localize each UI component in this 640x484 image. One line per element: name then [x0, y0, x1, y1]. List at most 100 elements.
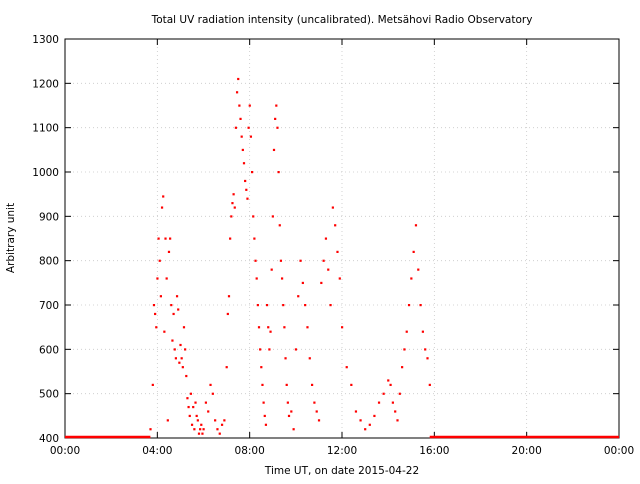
data-point [350, 383, 353, 386]
data-point [271, 215, 274, 218]
data-point [188, 414, 191, 418]
data-point [179, 343, 182, 347]
data-point [250, 171, 254, 174]
y-tick-label: 1300 [32, 34, 59, 46]
data-point [154, 312, 157, 316]
data-point [403, 348, 406, 351]
data-point [231, 202, 234, 205]
data-point [320, 281, 323, 285]
data-point [175, 295, 179, 298]
data-point [230, 215, 233, 218]
data-point [414, 224, 418, 227]
data-point [292, 428, 295, 431]
data-point [254, 259, 257, 262]
data-point [297, 295, 300, 298]
data-point [244, 179, 247, 183]
data-point [336, 250, 339, 253]
data-point [359, 419, 362, 422]
data-point [200, 423, 203, 426]
data-point [257, 326, 261, 329]
data-point [248, 104, 251, 107]
data-point [382, 392, 385, 395]
data-point [285, 383, 288, 386]
y-tick-label: 400 [39, 433, 59, 445]
data-point [394, 410, 397, 413]
data-point [267, 326, 270, 329]
x-tick-label: 16:00 [419, 445, 449, 457]
data-point [235, 91, 239, 94]
data-point [214, 419, 217, 422]
data-point [334, 224, 337, 227]
data-point [159, 295, 162, 298]
data-point [160, 206, 164, 209]
y-tick-label: 1200 [32, 78, 59, 90]
data-point [270, 268, 273, 271]
data-point [268, 348, 271, 351]
data-point [368, 423, 371, 426]
data-point [234, 126, 238, 129]
data-point [152, 304, 156, 307]
data-point [207, 410, 210, 413]
data-point [170, 304, 173, 307]
data-point [155, 326, 158, 329]
data-point [282, 304, 285, 307]
data-point [195, 414, 198, 418]
data-point [377, 401, 381, 404]
data-point [192, 405, 195, 409]
data-point [264, 423, 268, 426]
data-point [173, 348, 176, 351]
data-point [310, 383, 314, 386]
data-point [278, 224, 281, 227]
data-point [185, 374, 188, 378]
data-point [239, 117, 242, 120]
data-point [171, 339, 174, 342]
data-point [317, 419, 321, 422]
data-point [396, 419, 399, 422]
data-point [181, 366, 184, 369]
data-point [373, 414, 376, 418]
data-point [157, 237, 160, 240]
x-tick-label: 00:00 [604, 445, 634, 457]
y-axis-label: Arbitrary unit [5, 203, 17, 273]
data-point [229, 237, 232, 240]
data-point [341, 326, 344, 329]
data-point [199, 428, 202, 431]
y-tick-label: 1000 [32, 167, 59, 179]
y-tick-label: 500 [39, 389, 59, 401]
data-point [227, 295, 231, 298]
data-point [238, 104, 241, 107]
data-point [190, 423, 194, 426]
data-point [240, 135, 243, 138]
data-point [262, 401, 265, 404]
data-point [237, 77, 240, 81]
data-point [269, 330, 272, 333]
data-point [211, 392, 214, 395]
data-point [276, 126, 279, 129]
data-point [241, 148, 244, 152]
data-point [315, 410, 318, 413]
data-point [247, 126, 250, 129]
data-point [164, 237, 167, 240]
data-points [65, 77, 619, 439]
data-point [158, 259, 161, 262]
data-point [308, 357, 311, 360]
data-point [156, 277, 159, 280]
data-point [259, 348, 262, 351]
y-tick-label: 600 [39, 344, 59, 356]
data-point [233, 206, 236, 209]
data-point [253, 237, 256, 240]
x-tick-label: 00:00 [50, 445, 80, 457]
data-point [194, 401, 197, 404]
data-point [275, 104, 278, 107]
data-point [223, 419, 226, 422]
x-tick-label: 04:00 [142, 445, 172, 457]
plot-frame [64, 38, 620, 439]
data-point [172, 312, 175, 316]
data-point [329, 304, 332, 307]
data-point [204, 401, 208, 404]
data-point [338, 277, 341, 280]
data-point [277, 171, 280, 174]
data-point [174, 357, 177, 360]
data-point [202, 428, 205, 431]
